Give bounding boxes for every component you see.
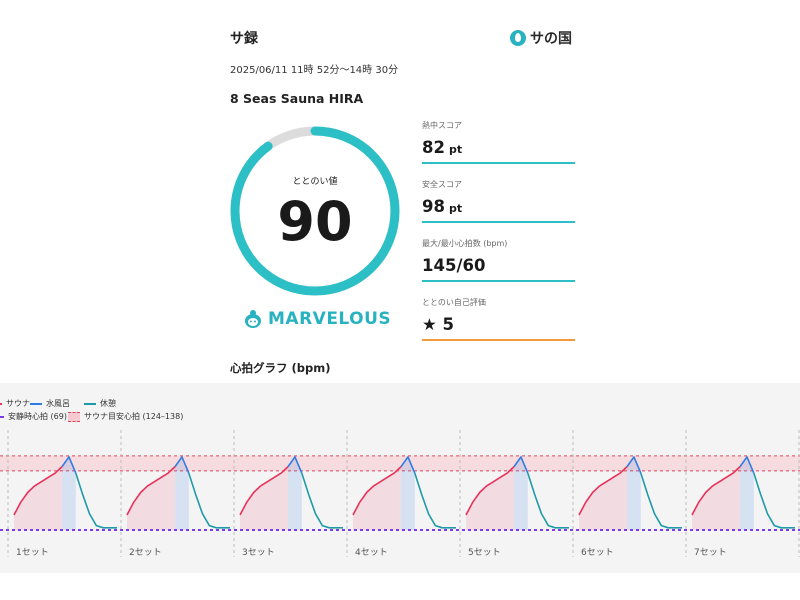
cold-bath-area xyxy=(288,456,302,530)
stat-self-rating: ととのい自己評価 ★ 5 xyxy=(422,297,575,341)
set-label: 2セット xyxy=(129,547,162,558)
cold-bath-area xyxy=(627,456,641,530)
set-label: 4セット xyxy=(355,547,388,558)
legend-swatch xyxy=(68,411,80,422)
legend-swatch xyxy=(0,402,2,405)
sauna-line-set-2 xyxy=(126,466,176,516)
stat-value: 98 pt xyxy=(422,197,463,216)
brand-logo-text: サの国 xyxy=(530,31,572,47)
drop-icon xyxy=(510,30,526,46)
facility-name: 8 Seas Sauna HIRA xyxy=(230,91,364,106)
cold-line-set-7 xyxy=(739,456,755,474)
sauna-area xyxy=(692,466,741,530)
rest-line-set-4 xyxy=(414,472,456,529)
cold-bath-area xyxy=(175,456,189,530)
set-label: 6セット xyxy=(581,547,614,558)
stat-safety-score: 安全スコア 98 pt xyxy=(422,179,575,223)
rest-line-set-2 xyxy=(188,472,230,529)
page-title: サ録 xyxy=(230,31,258,47)
stat-value: 82 pt xyxy=(422,138,463,157)
set-label: 5セット xyxy=(468,547,501,558)
rating-badge: MARVELOUS xyxy=(244,309,391,329)
cold-line-set-3 xyxy=(287,456,303,474)
sauna-line-set-5 xyxy=(465,466,515,516)
score-ring-progress xyxy=(230,126,400,296)
sauna-area xyxy=(466,466,515,530)
rest-line-set-5 xyxy=(527,472,569,529)
stat-underline xyxy=(422,221,575,223)
stat-underline xyxy=(422,280,575,282)
legend-swatch xyxy=(84,402,96,405)
cold-bath-area xyxy=(401,456,415,530)
legend-sauna: サウナ xyxy=(0,398,30,409)
stat-value: 145/60 xyxy=(422,256,486,275)
rest-line-set-3 xyxy=(301,472,343,529)
rest-line-set-6 xyxy=(640,472,682,529)
cold-bath-area xyxy=(514,456,528,530)
cold-line-set-2 xyxy=(174,456,190,474)
graph-title: 心拍グラフ (bpm) xyxy=(230,361,331,375)
sauna-area xyxy=(127,466,176,530)
stat-underline xyxy=(422,339,575,341)
stat-label: 安全スコア xyxy=(422,180,462,189)
legend-swatch xyxy=(30,402,42,405)
set-label: 3セット xyxy=(242,547,275,558)
stat-heart-rate: 最大/最小心拍数 (bpm) 145/60 xyxy=(422,238,575,282)
cold-line-set-6 xyxy=(626,456,642,474)
legend-target-hr: サウナ目安心拍 (124–138) xyxy=(68,411,183,422)
cold-line-set-1 xyxy=(61,456,77,474)
target-band xyxy=(0,455,800,471)
brand-logo: サの国 xyxy=(510,28,572,48)
rest-line-set-1 xyxy=(75,472,117,529)
sauna-area xyxy=(14,466,63,530)
sauna-line-set-7 xyxy=(691,466,741,516)
cold-line-set-5 xyxy=(513,456,529,474)
rating-text: MARVELOUS xyxy=(268,309,392,329)
set-label: 7セット xyxy=(694,547,727,558)
sauna-line-set-3 xyxy=(239,466,289,516)
sauna-area xyxy=(353,466,402,530)
stat-heat-score: 熱中スコア 82 pt xyxy=(422,120,575,164)
score-value: 90 xyxy=(277,190,353,253)
heart-rate-graph-panel xyxy=(0,383,800,573)
legend-cold-bath: 水風呂 xyxy=(30,398,70,409)
legend-swatch xyxy=(0,415,4,418)
score-label: ととのい値 xyxy=(292,177,338,187)
score-ring xyxy=(230,126,400,296)
heart-rate-chart: 1セット 2セット 3セット 4セット 5セット 6セット 7セット xyxy=(0,430,800,558)
legend-resting-hr: 安静時心拍 (69) xyxy=(0,411,67,422)
cold-bath-area xyxy=(62,456,76,530)
sauna-line-set-4 xyxy=(352,466,402,516)
set-label: 1セット xyxy=(16,547,49,558)
sauna-area xyxy=(579,466,628,530)
cold-bath-area xyxy=(740,456,754,530)
sauna-line-set-6 xyxy=(578,466,628,516)
rest-line-set-7 xyxy=(753,472,795,529)
mascot-icon xyxy=(245,310,261,328)
sauna-line-set-1 xyxy=(13,466,63,516)
legend-rest: 休憩 xyxy=(84,398,116,409)
stat-label: ととのい自己評価 xyxy=(422,298,486,307)
stat-underline xyxy=(422,162,575,164)
session-date: 2025/06/11 11時 52分〜14時 30分 xyxy=(230,65,399,76)
sauna-area xyxy=(240,466,289,530)
stat-label: 最大/最小心拍数 (bpm) xyxy=(422,239,508,248)
stat-value: ★ 5 xyxy=(422,315,455,334)
cold-line-set-4 xyxy=(400,456,416,474)
stat-label: 熱中スコア xyxy=(422,121,462,130)
